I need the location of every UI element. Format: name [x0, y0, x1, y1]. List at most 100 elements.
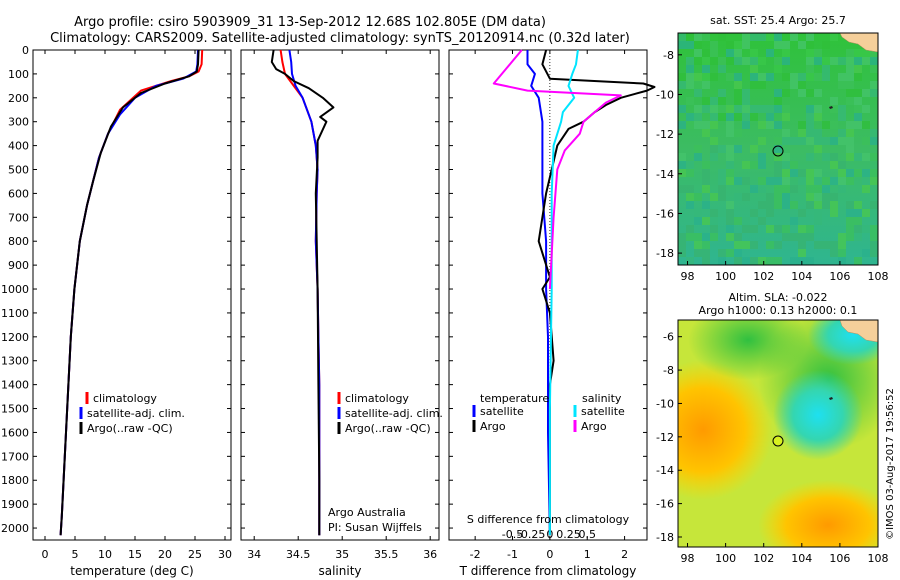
map-lat-label: -16	[656, 498, 674, 511]
sst-cell	[830, 33, 838, 41]
difference-series-line	[548, 49, 579, 536]
sst-cell	[742, 105, 750, 113]
sst-cell	[694, 41, 702, 49]
map-lon-label: 102	[753, 552, 774, 565]
sst-cell	[798, 169, 806, 177]
sst-cell	[758, 217, 766, 225]
sst-cell	[710, 73, 718, 81]
sst-cell	[774, 89, 782, 97]
legend-label-satellite: satellite-adj. clim.	[87, 407, 185, 420]
sst-cell	[774, 201, 782, 209]
sst-cell	[774, 225, 782, 233]
depth-tick-label: 600	[8, 187, 29, 200]
sst-cell	[862, 209, 870, 217]
sst-cell	[782, 89, 790, 97]
map-lat-label: -6	[663, 331, 674, 344]
sst-cell	[686, 65, 694, 73]
sla-map-axes: 98 100 102 104 106 108 -6 -8 -10 -12 -14 -16 -18	[656, 331, 888, 565]
sst-cell	[702, 81, 710, 89]
sst-cell	[678, 153, 686, 161]
sst-cell	[710, 113, 718, 121]
sst-cell	[846, 153, 854, 161]
sst-cell	[822, 41, 830, 49]
sst-cell	[710, 233, 718, 241]
sst-cell	[774, 161, 782, 169]
sst-cell	[766, 113, 774, 121]
sst-cell	[702, 233, 710, 241]
sst-cell	[774, 241, 782, 249]
sst-cell	[806, 153, 814, 161]
sst-cell	[862, 153, 870, 161]
sst-cell	[806, 185, 814, 193]
salinity-series-line	[279, 49, 321, 536]
sst-cell	[806, 105, 814, 113]
sst-cell	[702, 33, 710, 41]
salinity-xtick-label: 34.5	[286, 548, 311, 561]
sst-cell	[846, 97, 854, 105]
sst-cell	[766, 193, 774, 201]
sst-cell	[694, 233, 702, 241]
salinity-xtick-label: 35.5	[374, 548, 399, 561]
sst-cell	[750, 57, 758, 65]
temperature-xtick-label: 25	[188, 548, 202, 561]
depth-tick-label: 1600	[1, 426, 29, 439]
sst-cell	[790, 233, 798, 241]
sst-cell	[678, 121, 686, 129]
sst-cell	[734, 97, 742, 105]
sst-cell	[806, 225, 814, 233]
s-diff-xlabel: S difference from climatology	[467, 513, 630, 526]
sst-cell	[678, 41, 686, 49]
sst-cell	[862, 121, 870, 129]
sst-cell	[686, 225, 694, 233]
legend-label-argo: Argo(..raw -QC)	[87, 422, 173, 435]
sst-cell	[694, 217, 702, 225]
depth-tick-label: 800	[8, 235, 29, 248]
sst-cell	[854, 233, 862, 241]
sst-cell	[846, 137, 854, 145]
sst-cell	[838, 105, 846, 113]
sst-cell	[814, 185, 822, 193]
sst-cell	[718, 105, 726, 113]
sst-cell	[798, 89, 806, 97]
sst-cell	[718, 193, 726, 201]
sst-cell	[814, 209, 822, 217]
sst-cell	[870, 153, 878, 161]
sst-cell	[758, 153, 766, 161]
sst-cell	[870, 233, 878, 241]
sst-cell	[742, 33, 750, 41]
sst-cell	[742, 217, 750, 225]
temperature-series-line	[59, 49, 199, 536]
s-diff-xtick-label: -0.5	[502, 528, 523, 541]
sst-cell	[758, 185, 766, 193]
temperature-series	[59, 49, 204, 536]
sst-cell	[766, 209, 774, 217]
sst-cell	[782, 169, 790, 177]
sst-cell	[854, 153, 862, 161]
sst-cell	[854, 49, 862, 57]
sst-cell	[782, 153, 790, 161]
sst-cell	[726, 105, 734, 113]
sst-cell	[798, 137, 806, 145]
sst-cell	[814, 201, 822, 209]
sst-cell	[822, 193, 830, 201]
sst-cell	[846, 49, 854, 57]
sst-cell	[718, 89, 726, 97]
sst-cell	[814, 193, 822, 201]
sst-cell	[734, 89, 742, 97]
sst-cell	[766, 105, 774, 113]
map-lon-label: 104	[791, 552, 812, 565]
difference-xtick-label: -1	[507, 548, 518, 561]
legend-label-t-satellite: satellite	[480, 405, 524, 418]
sst-cell	[806, 33, 814, 41]
sst-cell	[782, 161, 790, 169]
sst-cell	[742, 57, 750, 65]
sst-cell	[766, 49, 774, 57]
sst-cell	[862, 105, 870, 113]
sst-cell	[678, 161, 686, 169]
salinity-legend: climatology satellite-adj. clim. Argo(..…	[328, 392, 443, 534]
sst-cell	[694, 73, 702, 81]
sst-cell	[782, 225, 790, 233]
sst-map-title: sat. SST: 25.4 Argo: 25.7	[710, 14, 846, 27]
sst-cell	[710, 193, 718, 201]
map-lat-label: -14	[656, 168, 674, 181]
